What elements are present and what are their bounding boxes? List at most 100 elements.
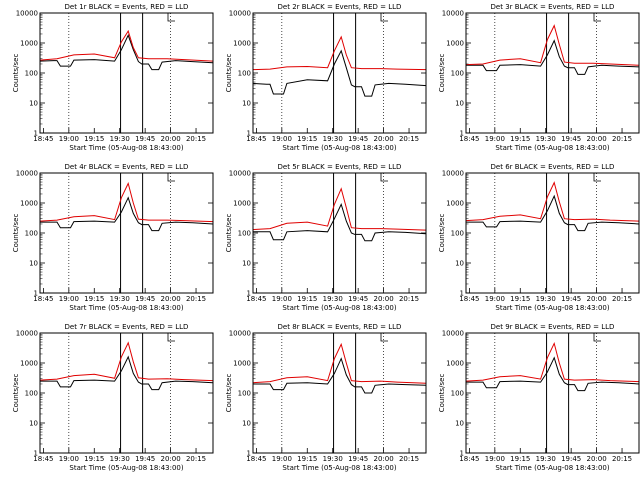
series-line-lld bbox=[465, 24, 640, 66]
series-line-lld bbox=[39, 341, 214, 382]
x-tick-label: 20:15 bbox=[186, 455, 206, 463]
y-tick-label: 10 bbox=[455, 260, 464, 268]
x-tick-label: 18:45 bbox=[33, 135, 53, 143]
x-tick-label: 20:15 bbox=[399, 455, 419, 463]
x-tick-label: 18:45 bbox=[459, 295, 479, 303]
x-tick-label: 19:15 bbox=[84, 135, 104, 143]
series-line-lld bbox=[252, 35, 427, 71]
series-line-events bbox=[466, 356, 640, 392]
plot-frame bbox=[39, 332, 214, 454]
y-tick-label: 1000 bbox=[233, 360, 251, 368]
x-tick-label: 19:45 bbox=[135, 135, 155, 143]
series-line-events bbox=[39, 33, 214, 71]
x-tick-label: 20:15 bbox=[399, 295, 419, 303]
x-tick-label: 19:30 bbox=[536, 135, 556, 143]
x-tick-label: 19:45 bbox=[135, 455, 155, 463]
plot-frame bbox=[465, 172, 640, 294]
x-tick-label: 19:15 bbox=[84, 295, 104, 303]
plot-frame bbox=[465, 332, 640, 454]
x-tick-label: 20:15 bbox=[612, 455, 632, 463]
x-tick-label: 18:45 bbox=[459, 135, 479, 143]
top-bracket-marker bbox=[593, 173, 601, 182]
plot-frame bbox=[465, 12, 640, 134]
y-axis-label: Counts/sec bbox=[438, 54, 446, 93]
y-tick-label: 10 bbox=[242, 420, 251, 428]
y-tick-label: 10000 bbox=[442, 330, 464, 338]
x-tick-label: 20:00 bbox=[587, 135, 607, 143]
y-tick-label: 1000 bbox=[20, 200, 38, 208]
y-tick-label: 1 bbox=[34, 450, 38, 458]
series-line-lld bbox=[465, 341, 640, 383]
y-tick-label: 100 bbox=[25, 230, 38, 238]
x-tick-label: 19:45 bbox=[348, 135, 368, 143]
y-axis-label: Counts/sec bbox=[12, 374, 20, 413]
y-tick-label: 100 bbox=[451, 390, 464, 398]
top-bracket-marker bbox=[593, 333, 601, 342]
x-tick-label: 19:30 bbox=[536, 295, 556, 303]
x-tick-label: 19:45 bbox=[561, 455, 581, 463]
x-tick-label: 19:30 bbox=[110, 295, 130, 303]
chart-panel-1: Det 1r BLACK = Events, RED = LLD 1 10 100 10… bbox=[12, 3, 214, 152]
y-tick-label: 10 bbox=[29, 420, 38, 428]
x-tick-label: 18:45 bbox=[33, 455, 53, 463]
y-tick-label: 10 bbox=[455, 420, 464, 428]
panel-title: Det 7r BLACK = Events, RED = LLD bbox=[65, 323, 189, 331]
panel-title: Det 2r BLACK = Events, RED = LLD bbox=[278, 3, 402, 11]
x-tick-label: 19:45 bbox=[561, 295, 581, 303]
x-tick-label: 19:00 bbox=[272, 455, 292, 463]
top-bracket-marker bbox=[167, 13, 175, 22]
x-tick-label: 18:45 bbox=[33, 295, 53, 303]
y-tick-label: 10000 bbox=[229, 330, 251, 338]
chart-panel-2: Det 2r BLACK = Events, RED = LLD 1 10 100 10… bbox=[225, 3, 427, 152]
y-tick-label: 10 bbox=[29, 100, 38, 108]
x-axis-label: Start Time (05-Aug-08 18:43:00) bbox=[495, 464, 609, 472]
y-tick-label: 1000 bbox=[233, 200, 251, 208]
y-tick-label: 100 bbox=[451, 230, 464, 238]
plot-frame bbox=[39, 172, 214, 294]
x-tick-label: 19:30 bbox=[323, 455, 343, 463]
series-line-events bbox=[466, 39, 640, 75]
y-tick-label: 100 bbox=[25, 70, 38, 78]
x-axis-label: Start Time (05-Aug-08 18:43:00) bbox=[69, 304, 183, 312]
x-axis-label: Start Time (05-Aug-08 18:43:00) bbox=[282, 304, 396, 312]
x-tick-label: 19:15 bbox=[297, 295, 317, 303]
x-tick-label: 19:45 bbox=[348, 455, 368, 463]
x-tick-label: 19:00 bbox=[59, 135, 79, 143]
x-tick-label: 20:15 bbox=[612, 135, 632, 143]
y-tick-label: 1000 bbox=[20, 360, 38, 368]
y-tick-label: 1000 bbox=[233, 40, 251, 48]
panel-title: Det 1r BLACK = Events, RED = LLD bbox=[65, 3, 189, 11]
x-tick-label: 19:00 bbox=[59, 455, 79, 463]
y-tick-label: 1 bbox=[247, 130, 251, 138]
x-tick-label: 19:00 bbox=[485, 455, 505, 463]
series-line-events bbox=[466, 194, 640, 232]
top-bracket-marker bbox=[593, 13, 601, 22]
x-axis-label: Start Time (05-Aug-08 18:43:00) bbox=[495, 304, 609, 312]
y-tick-label: 10000 bbox=[442, 10, 464, 18]
y-tick-label: 1 bbox=[247, 450, 251, 458]
x-tick-label: 19:45 bbox=[561, 135, 581, 143]
y-tick-label: 10 bbox=[29, 260, 38, 268]
x-axis-label: Start Time (05-Aug-08 18:43:00) bbox=[69, 144, 183, 152]
y-tick-label: 1000 bbox=[446, 360, 464, 368]
x-tick-label: 20:00 bbox=[161, 455, 181, 463]
panel-title: Det 9r BLACK = Events, RED = LLD bbox=[491, 323, 615, 331]
panel-title: Det 6r BLACK = Events, RED = LLD bbox=[491, 163, 615, 171]
series-line-events bbox=[253, 203, 427, 242]
x-tick-label: 19:15 bbox=[510, 455, 530, 463]
y-tick-label: 1 bbox=[34, 290, 38, 298]
y-axis-label: Counts/sec bbox=[12, 214, 20, 253]
chart-panel-8: Det 8r BLACK = Events, RED = LLD 1 10 100 10… bbox=[225, 323, 427, 472]
y-tick-label: 100 bbox=[451, 70, 464, 78]
x-axis-label: Start Time (05-Aug-08 18:43:00) bbox=[69, 464, 183, 472]
y-tick-label: 100 bbox=[25, 390, 38, 398]
y-tick-label: 10000 bbox=[229, 10, 251, 18]
x-tick-label: 19:30 bbox=[323, 135, 343, 143]
plot-frame bbox=[252, 332, 427, 454]
series-line-lld bbox=[252, 342, 427, 384]
plot-frame bbox=[252, 12, 427, 134]
series-line-lld bbox=[252, 187, 427, 231]
y-axis-label: Counts/sec bbox=[438, 214, 446, 253]
y-axis-label: Counts/sec bbox=[225, 374, 233, 413]
y-tick-label: 100 bbox=[238, 230, 251, 238]
